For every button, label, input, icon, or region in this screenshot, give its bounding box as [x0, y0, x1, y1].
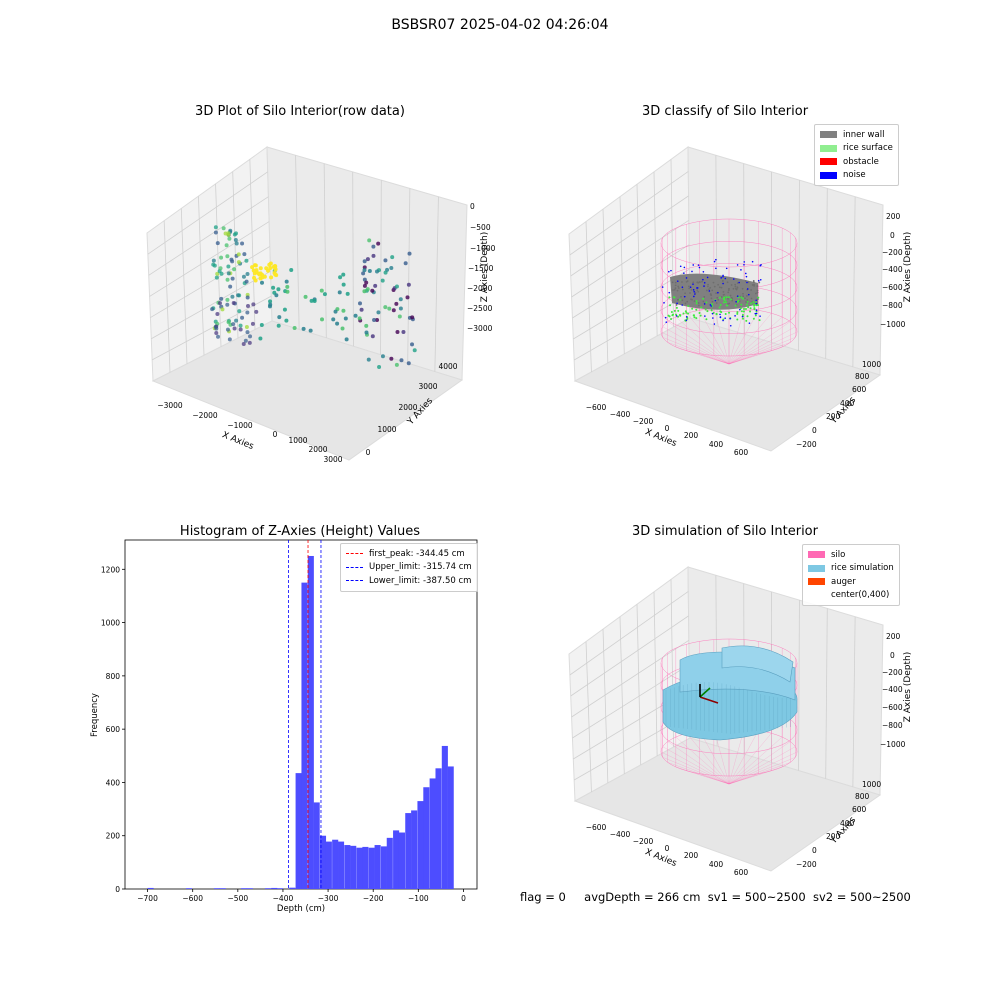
- legend-label: obstacle: [843, 156, 879, 167]
- raw-x-tick: −3000: [157, 401, 183, 410]
- raw-z-tick: −500: [470, 223, 491, 232]
- raw-z-tick: 0: [470, 202, 475, 211]
- legend-label: rice surface: [843, 143, 893, 154]
- raw-z-tick: −1500: [468, 264, 494, 273]
- auger-swatch: [808, 578, 825, 586]
- raw-x-tick: −1000: [227, 421, 253, 430]
- raw-x-tick: −2000: [192, 411, 218, 420]
- center-swatch: [808, 592, 825, 599]
- raw-x-tick: 3000: [323, 455, 342, 464]
- status-line: flag = 0 avgDepth = 266 cm sv1 = 500~250…: [520, 890, 911, 904]
- legend-item: noise: [820, 169, 893, 183]
- silo-swatch: [808, 551, 825, 559]
- panel-title-histogram: Histogram of Z-Axies (Height) Values: [179, 524, 421, 539]
- legend-item: Upper_limit: -315.74 cm: [346, 561, 472, 575]
- raw-x-tick: 1000: [288, 436, 307, 445]
- rice-simulation-swatch: [808, 564, 825, 572]
- legend-label: Lower_limit: -387.50 cm: [369, 575, 472, 586]
- raw-3d-panes: [146, 146, 468, 461]
- legend-item: rice simulation: [808, 562, 894, 576]
- legend-label: center(0,400): [831, 590, 890, 601]
- raw-z-tick: −2000: [467, 284, 493, 293]
- panel-title-classify: 3D classify of Silo Interior: [641, 104, 809, 119]
- raw-z-tick: −1000: [470, 244, 496, 253]
- legend-label: rice simulation: [831, 563, 894, 574]
- raw-z-tick: −3000: [467, 324, 493, 333]
- raw-x-tick: 2000: [308, 445, 327, 454]
- avg-depth-text: avgDepth = 266 cm: [584, 890, 701, 904]
- legend-label: noise: [843, 170, 866, 181]
- legend-label: inner wall: [843, 129, 885, 140]
- legend-item: center(0,400): [808, 589, 894, 603]
- raw-y-tick: 3000: [418, 382, 437, 391]
- sv1-text: sv1 = 500~2500: [707, 890, 806, 904]
- raw-y-tick: 2000: [398, 403, 417, 412]
- legend-item: auger: [808, 575, 894, 589]
- legend-label: auger: [831, 576, 856, 587]
- legend-item: Lower_limit: -387.50 cm: [346, 574, 472, 588]
- panel-title-simulation: 3D simulation of Silo Interior: [632, 524, 818, 539]
- raw-y-tick: 1000: [377, 425, 396, 434]
- legend-item: rice surface: [820, 142, 893, 156]
- raw-x-axis-label: X Axies: [220, 430, 255, 452]
- figure-title: BSBSR07 2025-04-02 04:26:04: [391, 17, 609, 33]
- rice-surface-swatch: [820, 144, 837, 152]
- classify-legend: inner wall rice surface obstacle noise: [814, 124, 899, 186]
- obstacle-swatch: [820, 158, 837, 166]
- legend-label: first_peak: -344.45 cm: [369, 548, 465, 559]
- inner-wall-swatch: [820, 131, 837, 139]
- flag-text: flag = 0: [520, 890, 566, 904]
- sv2-text: sv2 = 500~2500: [812, 890, 911, 904]
- raw-z-tick: −2500: [467, 304, 493, 313]
- legend-item: inner wall: [820, 128, 893, 142]
- noise-swatch: [820, 171, 837, 179]
- legend-item: obstacle: [820, 155, 893, 169]
- legend-label: silo: [831, 549, 846, 560]
- raw-y-tick: 0: [366, 448, 371, 457]
- raw-x-tick: 0: [273, 430, 278, 439]
- raw-y-tick: 4000: [438, 362, 457, 371]
- legend-label: Upper_limit: -315.74 cm: [369, 562, 472, 573]
- panel-title-raw: 3D Plot of Silo Interior(row data): [195, 104, 405, 119]
- histogram-legend: first_peak: -344.45 cm Upper_limit: -315…: [340, 543, 478, 592]
- raw-3d-points: [210, 225, 417, 370]
- legend-item: first_peak: -344.45 cm: [346, 547, 472, 561]
- legend-item: silo: [808, 548, 894, 562]
- raw-z-axis-label: Z Axies (Depth): [480, 232, 490, 303]
- simulation-legend: silo rice simulation auger center(0,400): [802, 544, 900, 606]
